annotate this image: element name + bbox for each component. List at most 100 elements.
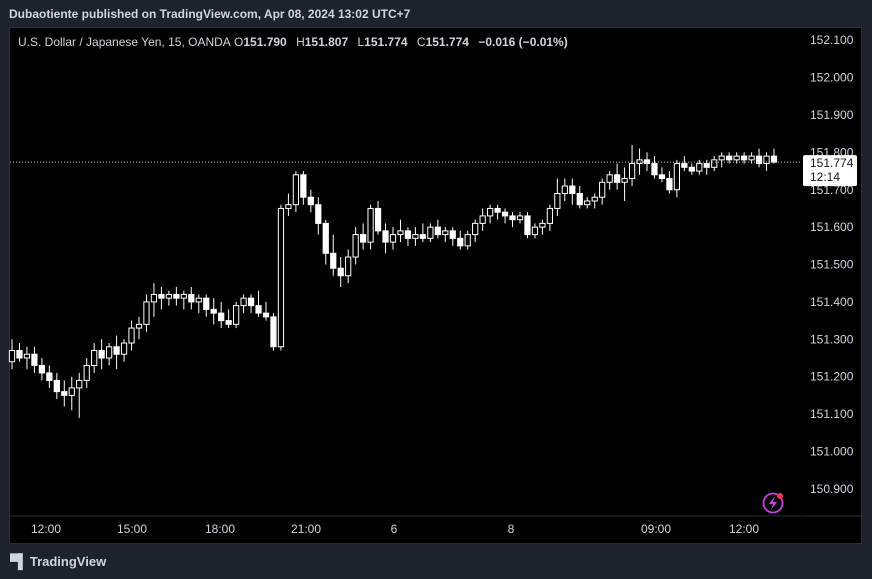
candle-body-down — [113, 346, 120, 355]
candle-body-down — [434, 226, 441, 236]
candle-body-down — [31, 353, 38, 366]
candle — [233, 301, 240, 329]
candle-body-down — [360, 234, 367, 243]
chart-legend: U.S. Dollar / Japanese Yen, 15, OANDA O1… — [18, 35, 568, 49]
candle — [270, 313, 277, 351]
candle-body-up — [240, 297, 247, 307]
candle-body-up — [83, 364, 90, 381]
candle-body-down — [666, 178, 673, 191]
candle-body-up — [673, 163, 680, 191]
chart-frame[interactable] — [9, 27, 862, 544]
time-tick-label: 12:00 — [729, 522, 759, 536]
candle — [614, 163, 621, 190]
candle — [487, 204, 494, 224]
price-tick-label: 151.100 — [810, 407, 854, 421]
candle-body-up — [472, 222, 479, 236]
candle-body-down — [449, 230, 456, 239]
candle — [636, 148, 643, 175]
candle-body-down — [255, 305, 262, 314]
candles-group — [8, 144, 778, 418]
price-tick-label: 152.100 — [810, 33, 854, 47]
candle — [434, 219, 441, 239]
time-tick-label: 12:00 — [31, 522, 61, 536]
candle-body-up — [233, 305, 240, 325]
candle-body-up — [285, 204, 292, 209]
candle-body-down — [61, 391, 68, 396]
candle — [367, 204, 374, 250]
candle — [464, 230, 471, 250]
candle-body-up — [763, 155, 770, 165]
candle-body-down — [524, 215, 531, 236]
candle-body-down — [300, 174, 307, 198]
candle-body-up — [427, 226, 434, 239]
candle-body-down — [576, 192, 583, 206]
candle-body-down — [382, 230, 389, 243]
price-tick-label: 151.900 — [810, 108, 854, 122]
candle-body-down — [307, 196, 314, 206]
candle — [374, 200, 382, 235]
candle — [23, 346, 31, 370]
candle-body-up — [599, 181, 606, 198]
candle-body-down — [46, 372, 53, 381]
candle-body-up — [487, 207, 494, 217]
candle — [389, 227, 397, 250]
candle — [472, 219, 479, 243]
time-axis[interactable]: 12:00 15:00 18:00 21:00 6 8 09:00 12:00 — [31, 522, 759, 536]
candle-body-down — [457, 237, 464, 247]
candle — [696, 159, 703, 175]
candle-body-up — [292, 174, 299, 206]
candle — [449, 227, 456, 246]
candle-body-up — [479, 215, 486, 224]
notification-dot — [777, 493, 783, 499]
brand-name: TradingView — [29, 553, 107, 569]
price-tick-label: 151.200 — [810, 370, 854, 384]
candle-body-down — [726, 155, 733, 161]
candle — [651, 156, 658, 179]
candle-body-up — [591, 196, 598, 202]
candle — [158, 286, 165, 310]
candle-body-down — [98, 350, 105, 359]
candle — [143, 294, 150, 332]
candle-body-up — [561, 185, 568, 194]
candle-body-down — [225, 320, 232, 325]
candle — [203, 294, 210, 317]
time-tick-label: 21:00 — [291, 522, 321, 536]
candle-body-up — [546, 207, 553, 224]
candle — [382, 223, 389, 254]
time-tick-label: 18:00 — [205, 522, 235, 536]
candle-body-up — [606, 174, 613, 183]
candle — [404, 227, 412, 246]
candle — [621, 167, 628, 201]
candle-body-up — [621, 178, 628, 183]
candle — [688, 163, 695, 175]
candle-body-up — [106, 346, 113, 359]
candle-body-up — [584, 200, 591, 206]
lightning-icon[interactable] — [762, 492, 784, 514]
candle-body-down — [16, 350, 23, 359]
legend-change: −0.016 (−0.01%) — [478, 35, 567, 49]
last-price-label: 151.774 — [810, 156, 854, 170]
candle — [68, 376, 75, 411]
last-price-tag: 151.774 12:14 — [803, 155, 857, 187]
candle-body-up — [389, 234, 397, 243]
candle-body-down — [681, 163, 688, 168]
candle — [561, 178, 568, 201]
candle — [120, 339, 128, 362]
candle-body-up — [748, 155, 755, 161]
price-axis[interactable]: 152.100152.000151.900151.800151.700151.6… — [810, 33, 854, 496]
time-tick-label: 6 — [391, 522, 398, 536]
candle-body-down — [770, 155, 778, 163]
candle — [300, 171, 307, 205]
candle — [8, 339, 16, 370]
candle-body-up — [135, 323, 143, 329]
candle — [755, 148, 763, 168]
time-tick-label: 15:00 — [117, 522, 147, 536]
candle — [599, 178, 606, 205]
time-tick-label: 8 — [508, 522, 515, 536]
price-tick-label: 151.300 — [810, 332, 854, 346]
candle — [113, 335, 120, 370]
footer-brand[interactable]: ▀▌ TradingView — [10, 553, 106, 569]
candle — [218, 301, 225, 329]
candle — [412, 227, 419, 246]
